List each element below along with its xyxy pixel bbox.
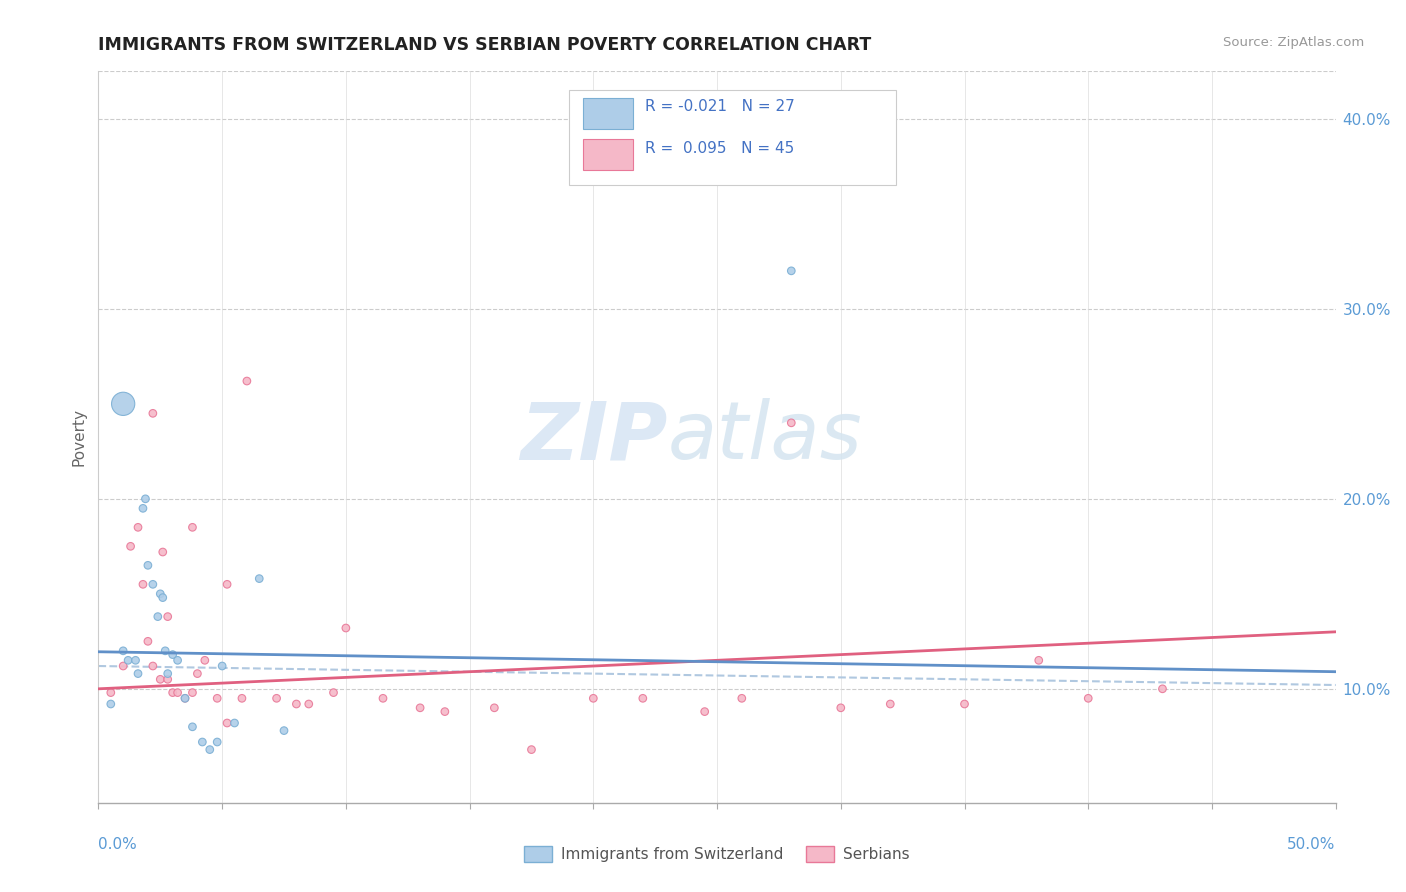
Point (186, 666, 208, 681)
Point (155, 644, 177, 658)
Point (266, 691, 288, 706)
Point (322, 685, 344, 699)
Text: 50.0%: 50.0% (1288, 837, 1336, 852)
Point (520, 742, 543, 756)
Point (371, 691, 394, 706)
Point (100, 697, 122, 711)
Bar (583, 98, 633, 129)
Point (211, 659, 233, 673)
Y-axis label: Poverty: Poverty (72, 408, 87, 467)
Text: IMMIGRANTS FROM SWITZERLAND VS SERBIAN POVERTY CORRELATION CHART: IMMIGRANTS FROM SWITZERLAND VS SERBIAN P… (98, 36, 872, 54)
Point (149, 673, 172, 687)
Point (124, 653, 146, 667)
Point (285, 697, 308, 711)
Point (198, 742, 221, 756)
Point (174, 691, 197, 706)
Point (236, 374, 259, 388)
Point (117, 653, 139, 667)
Point (127, 666, 149, 681)
Point (409, 701, 432, 715)
Point (181, 520, 204, 534)
FancyBboxPatch shape (568, 90, 897, 185)
Point (780, 416, 803, 430)
Text: 0.0%: 0.0% (98, 837, 138, 852)
Point (780, 264, 803, 278)
Point (953, 697, 976, 711)
Point (132, 577, 155, 591)
Point (156, 609, 179, 624)
Point (335, 621, 357, 635)
Text: Source: ZipAtlas.com: Source: ZipAtlas.com (1223, 36, 1364, 49)
Point (120, 539, 142, 553)
Point (142, 659, 165, 673)
Point (112, 659, 135, 673)
Point (217, 716, 239, 731)
Point (830, 701, 852, 715)
Point (181, 720, 204, 734)
Point (247, 572, 270, 586)
Point (166, 685, 188, 699)
Point (162, 648, 184, 662)
Point (142, 577, 165, 591)
Point (205, 691, 228, 706)
Text: R =  0.095   N = 45: R = 0.095 N = 45 (645, 141, 794, 156)
Point (231, 691, 253, 706)
Point (142, 406, 165, 420)
Point (100, 685, 122, 699)
Point (174, 691, 197, 706)
Point (112, 397, 135, 411)
Point (136, 558, 159, 573)
Bar (583, 139, 633, 170)
Point (152, 545, 174, 559)
Point (217, 577, 239, 591)
Point (1077, 691, 1099, 706)
Point (1028, 653, 1050, 667)
Point (1152, 681, 1174, 696)
Point (205, 735, 228, 749)
Point (484, 701, 506, 715)
Point (181, 685, 204, 699)
Point (166, 653, 188, 667)
Point (273, 723, 295, 738)
Point (162, 685, 184, 699)
Point (152, 591, 174, 605)
Point (134, 491, 156, 506)
Point (433, 705, 456, 719)
Text: R = -0.021   N = 27: R = -0.021 N = 27 (645, 99, 794, 114)
Point (127, 520, 149, 534)
Point (136, 634, 159, 648)
Text: ZIP: ZIP (520, 398, 668, 476)
Point (731, 691, 754, 706)
Text: atlas: atlas (668, 398, 862, 476)
Point (879, 697, 901, 711)
Point (146, 609, 169, 624)
Point (112, 644, 135, 658)
Point (132, 501, 155, 516)
Point (156, 666, 179, 681)
Point (149, 587, 172, 601)
Point (693, 705, 716, 719)
Point (582, 691, 605, 706)
Point (156, 673, 179, 687)
Point (298, 697, 321, 711)
Point (224, 716, 246, 731)
Point (631, 691, 654, 706)
Point (194, 653, 217, 667)
Legend: Immigrants from Switzerland, Serbians: Immigrants from Switzerland, Serbians (519, 840, 915, 868)
Point (191, 735, 214, 749)
